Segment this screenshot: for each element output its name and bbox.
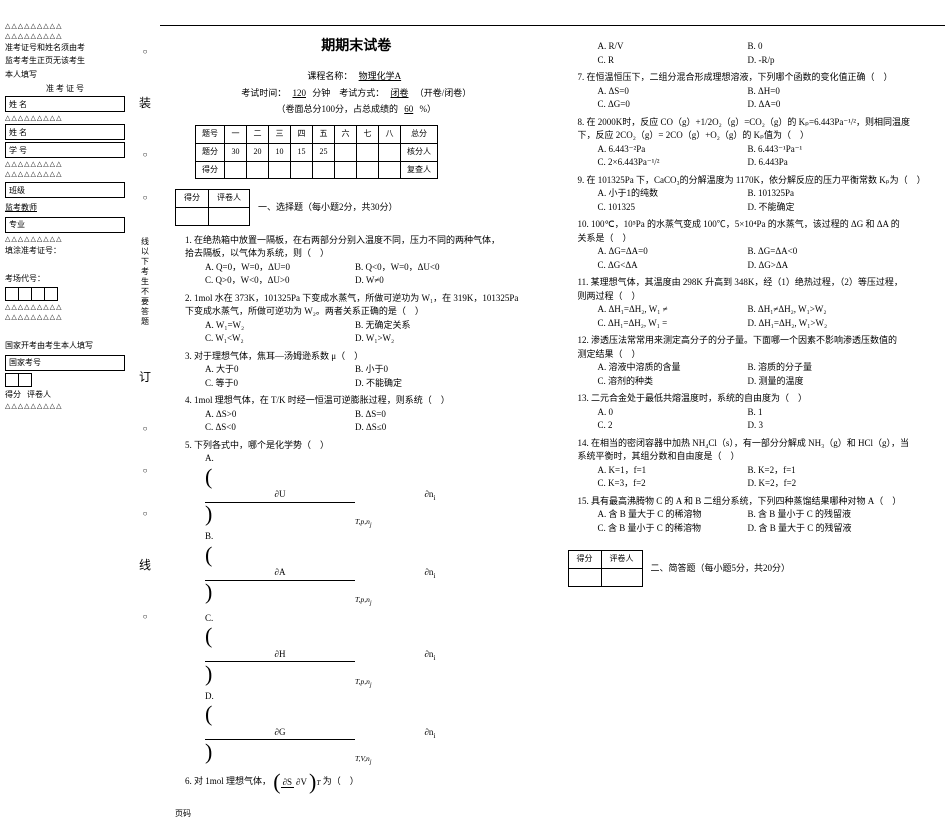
binding-xian: 线 [139, 556, 151, 573]
column-right: A. R/VB. 0 C. RD. -R/p 7. 在恒温恒压下，二组分混合形成… [553, 26, 945, 668]
q8: 8. 在 2000K时，反应 CO（g）+1/2O₂（g）=CO₂（g）的 Kₚ… [578, 116, 931, 170]
margin-note: 国家开考由考生本人填写 [5, 341, 125, 351]
id-box: 学 号 [5, 142, 125, 158]
major-box: 专业 [5, 217, 125, 233]
q6: 6. 对 1mol 理想气体， (∂S∂V)T 为（ ） [185, 771, 538, 793]
left-margin: △△△△△△△△△ △△△△△△△△△ 准考证号和姓名须由考 监考考生正页无该考… [0, 0, 130, 668]
q11: 11. 某理想气体，其温度由 298K 升高到 348K，经（1）绝热过程，（2… [578, 276, 931, 330]
triangle-deco: △△△△△△△△△ [5, 32, 125, 40]
q7: 7. 在恒温恒压下，二组分混合形成理想溶液，下列哪个函数的变化值正确（ ） A.… [578, 71, 931, 112]
margin-note: 本人填写 [5, 70, 125, 80]
gzh-cells [5, 373, 125, 387]
triangle-deco: △△△△△△△△△ [5, 303, 125, 311]
triangle-deco: △△△△△△△△△ [5, 313, 125, 321]
binding-ding: 订 [139, 368, 151, 385]
triangle-deco: △△△△△△△△△ [5, 114, 125, 122]
exam-code-cells [5, 287, 125, 301]
main-content: 期期末试卷 课程名称： 物理化学A 考试时间： 120 分钟 考试方式： 闭卷 … [160, 25, 945, 668]
margin-note: 填涂准考证号： [5, 246, 125, 256]
zkz-label: 准 考 证 号 [5, 83, 125, 94]
name-box: 姓 名 [5, 96, 125, 112]
gzh-box: 国家考号 [5, 355, 125, 371]
q5: 5. 下列各式中，哪个是化学势（ ） A. (∂U∂ni)T,p,nj B. (… [185, 439, 538, 767]
margin-note: 准考证号和姓名须由考 [5, 43, 125, 53]
exam-title: 期期末试卷 [175, 36, 538, 58]
q1: 1. 在绝热箱中放置一隔板，在右两部分分别入温度不同，压力不同的两种气体， 拾去… [185, 234, 538, 288]
binding-vert: 线以下考生不要答题 [140, 237, 151, 327]
section1-score-box: 得分评卷人 [175, 189, 250, 226]
page-footer: 页码 [175, 808, 538, 821]
class-box: 班级 [5, 182, 125, 198]
q2: 2. 1mol 水在 373K，101325Pa 下变成水蒸气，所做可逆功为 W… [185, 292, 538, 346]
binding-column: ○ 装 ○ ○ 线以下考生不要答题 订 ○ ○ ○ 线 ○ [130, 0, 160, 668]
triangle-deco: △△△△△△△△△ [5, 22, 125, 30]
triangle-deco: △△△△△△△△△ [5, 402, 125, 410]
binding-zhuang: 装 [139, 94, 151, 111]
q6-opts: A. R/VB. 0 C. RD. -R/p [578, 40, 931, 67]
column-left: 期期末试卷 课程名称： 物理化学A 考试时间： 120 分钟 考试方式： 闭卷 … [160, 26, 553, 668]
q12: 12. 渗透压法常常用来测定高分子的分子量。下面哪一个因素不影响渗透压数值的 测… [578, 334, 931, 388]
margin-note: 监考考生正页无该考生 [5, 56, 125, 66]
q4: 4. 1mol 理想气体，在 T/K 时经一恒温可逆膨胀过程，则系统（ ） A.… [185, 394, 538, 435]
q14: 14. 在相当的密闭容器中加热 NH₄Cl（s），有一部分分解成 NH₃（g）和… [578, 437, 931, 491]
section2-score-box: 得分评卷人 [568, 550, 643, 587]
triangle-deco: △△△△△△△△△ [5, 160, 125, 168]
q13: 13. 二元合金处于最低共熔温度时，系统的自由度为（ ） A. 0B. 1 C.… [578, 392, 931, 433]
q15: 15. 具有最高沸腾物 C 的 A 和 B 二组分系统，下列四种蒸馏结果哪种对物… [578, 495, 931, 536]
triangle-deco: △△△△△△△△△ [5, 235, 125, 243]
section1-head: 得分评卷人 一、选择题（每小题2分，共30分） [175, 189, 538, 226]
triangle-deco: △△△△△△△△△ [5, 170, 125, 178]
section1-title: 一、选择题（每小题2分，共30分） [258, 200, 398, 214]
q9: 9. 在 101325Pa 下，CaCO₃的分解温度为 1170K，依分解反应的… [578, 174, 931, 215]
score-table: 题号 一 二 三 四 五 六 七 八 总分 题分 30 20 10 15 [195, 125, 438, 179]
name2-box: 姓 名 [5, 124, 125, 140]
margin-note: 考场代号： [5, 274, 125, 284]
section2-head: 得分评卷人 二、简答题（每小题5分，共20分） [568, 550, 931, 587]
section2-title: 二、简答题（每小题5分，共20分） [651, 561, 791, 575]
q3: 3. 对于理想气体，焦耳—汤姆逊系数 μ（ ） A. 大于0B. 小于0 C. … [185, 350, 538, 391]
header-info: 课程名称： 物理化学A 考试时间： 120 分钟 考试方式： 闭卷 （开卷/闭卷… [175, 68, 538, 117]
q10: 10. 100℃，10⁵Pa 的水蒸气变成 100℃，5×10⁴Pa 的水蒸气，… [578, 218, 931, 272]
sig-note: 监考教师 [5, 203, 125, 213]
